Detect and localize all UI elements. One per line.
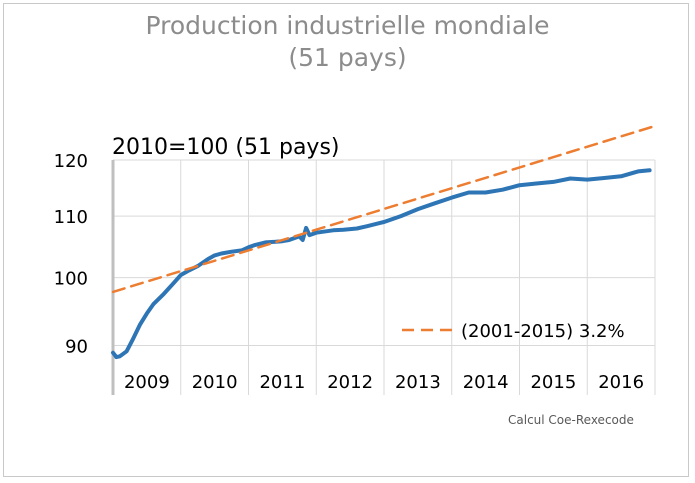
x-tick-label: 2009 xyxy=(124,372,170,393)
legend-label: (2001-2015) 3.2% xyxy=(461,321,625,342)
x-tick-label: 2013 xyxy=(395,372,441,393)
chart-title: Production industrielle mondiale xyxy=(145,11,550,40)
chart-subtitle: (51 pays) xyxy=(288,43,407,72)
series-line-production xyxy=(111,168,652,360)
grid-lines xyxy=(111,159,656,395)
source-credit: Calcul Coe-Rexecode xyxy=(508,413,634,427)
x-tick-label: 2011 xyxy=(259,372,305,393)
x-tick-label: 2015 xyxy=(530,372,576,393)
x-tick-labels: 2009 2010 2011 2012 2013 2014 2015 2016 xyxy=(124,372,644,393)
legend: (2001-2015) 3.2% xyxy=(402,321,625,342)
inner-label: 2010=100 (51 pays) xyxy=(112,135,340,160)
x-tick-label: 2014 xyxy=(463,372,509,393)
y-tick-label: 110 xyxy=(54,207,88,228)
x-tick-label: 2010 xyxy=(192,372,238,393)
y-tick-label: 120 xyxy=(54,151,88,172)
y-tick-label: 100 xyxy=(54,269,88,290)
series-lines xyxy=(111,124,657,360)
y-tick-labels: 90 100 110 120 xyxy=(54,151,88,358)
x-tick-label: 2016 xyxy=(598,372,644,393)
chart-frame xyxy=(3,3,689,477)
y-tick-label: 90 xyxy=(65,337,88,358)
series-line-trend xyxy=(111,124,657,294)
x-tick-label: 2012 xyxy=(327,372,373,393)
